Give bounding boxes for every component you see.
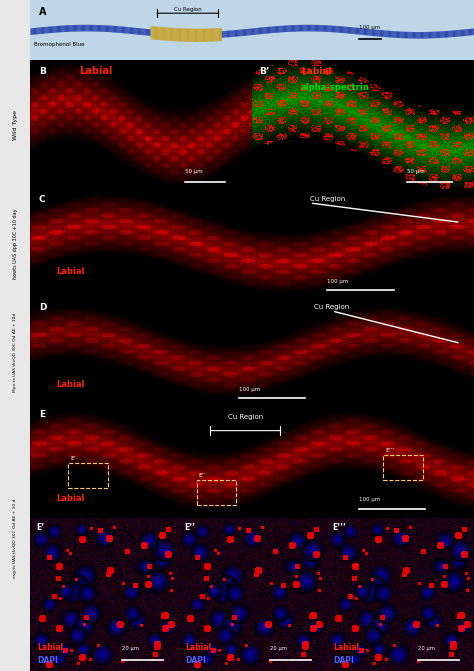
Text: Labial: Labial: [56, 267, 85, 276]
Text: C: C: [39, 195, 46, 205]
Text: 100 μm: 100 μm: [239, 387, 260, 392]
Text: E’: E’: [36, 523, 44, 531]
Text: B: B: [39, 66, 46, 76]
Text: E’’’: E’’’: [385, 448, 395, 453]
Text: Bromophenol Blue: Bromophenol Blue: [35, 42, 85, 47]
Bar: [383, 456, 423, 480]
Text: Wild Type: Wild Type: [12, 110, 18, 140]
Text: Cu Region: Cu Region: [310, 196, 345, 202]
Text: Labial: Labial: [301, 66, 331, 76]
Text: DAPI: DAPI: [333, 656, 354, 666]
Text: 100 μm: 100 μm: [358, 497, 380, 503]
Text: 20 μm: 20 μm: [122, 646, 139, 651]
Text: E’’’: E’’’: [332, 523, 346, 531]
Text: E: E: [39, 411, 45, 419]
Text: 50 μm: 50 μm: [407, 169, 425, 174]
Text: Labial: Labial: [333, 643, 359, 652]
Text: 100 μm: 100 μm: [328, 279, 349, 284]
Bar: [197, 480, 237, 505]
Text: DAPI: DAPI: [37, 656, 58, 666]
Text: esg-ts UAS tkvQD 30C Od AE + 10 d: esg-ts UAS tkvQD 30C Od AE + 10 d: [13, 499, 17, 578]
Text: Cu Region: Cu Region: [174, 7, 201, 12]
Text: Labial: Labial: [79, 66, 112, 76]
Text: Labial: Labial: [56, 380, 85, 389]
Text: alpha-spectrin: alpha-spectrin: [301, 83, 370, 93]
Text: 20 μm: 20 μm: [270, 646, 287, 651]
Text: Labial: Labial: [185, 643, 211, 652]
Text: Cu Region: Cu Region: [228, 415, 263, 421]
Text: A: A: [39, 7, 46, 17]
Text: D: D: [39, 303, 46, 313]
Text: 50 μm: 50 μm: [185, 169, 203, 174]
Text: Labial: Labial: [37, 643, 64, 652]
Text: 20 μm: 20 μm: [418, 646, 435, 651]
Text: Cu Region: Cu Region: [314, 304, 349, 310]
Text: E’’: E’’: [184, 523, 195, 531]
Bar: [68, 463, 108, 488]
Text: E’: E’: [70, 456, 76, 461]
Text: Labial: Labial: [56, 495, 85, 503]
Text: 100 μm: 100 μm: [358, 25, 380, 30]
Text: DAPI: DAPI: [185, 656, 206, 666]
Text: Myo-ts UAS tkvQD 30C Od AE + 10d: Myo-ts UAS tkvQD 30C Od AE + 10d: [13, 313, 17, 392]
Text: howts UAS dpp 30C +10 day: howts UAS dpp 30C +10 day: [12, 209, 18, 279]
Text: B’: B’: [259, 66, 269, 76]
Text: E’’: E’’: [199, 472, 207, 478]
